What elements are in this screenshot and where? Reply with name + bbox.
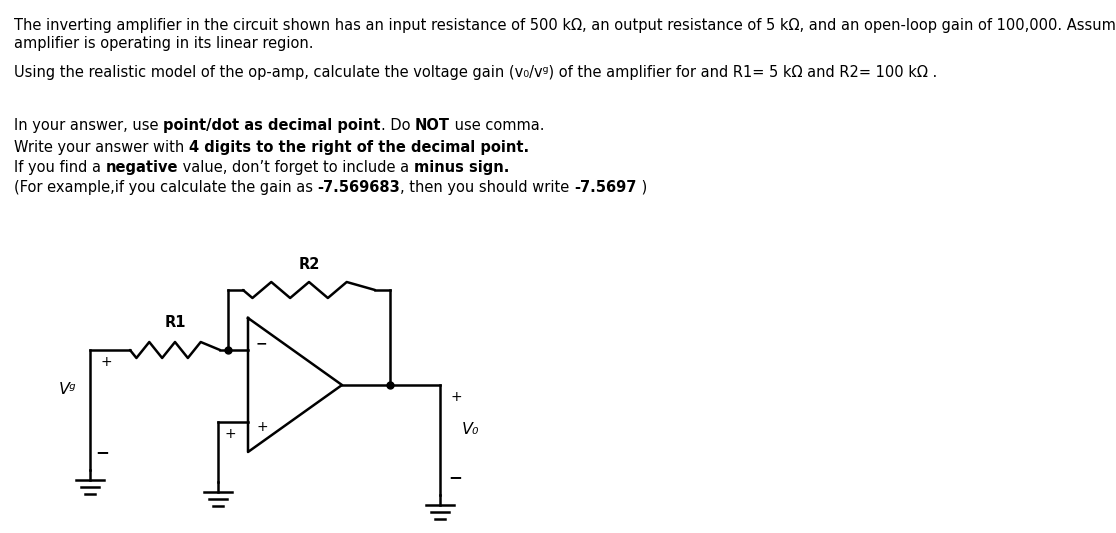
Text: , then you should write: , then you should write (401, 180, 575, 195)
Text: Write your answer with: Write your answer with (15, 140, 189, 155)
Text: +: + (256, 420, 268, 434)
Text: R2: R2 (298, 257, 319, 272)
Text: value, don’t forget to include a: value, don’t forget to include a (179, 160, 414, 175)
Text: +: + (224, 427, 235, 441)
Text: ): ) (636, 180, 647, 195)
Text: Using the realistic model of the op-amp, calculate the voltage gain (v₀/vᵍ) of t: Using the realistic model of the op-amp,… (15, 65, 937, 80)
Text: -7.569683: -7.569683 (318, 180, 401, 195)
Text: If you find a: If you find a (15, 160, 106, 175)
Text: NOT: NOT (415, 118, 450, 133)
Text: −: − (256, 336, 268, 350)
Text: . Do: . Do (381, 118, 415, 133)
Text: 4 digits to the right of the decimal point.: 4 digits to the right of the decimal poi… (189, 140, 529, 155)
Text: +: + (450, 390, 462, 404)
Text: (For example,if you calculate the gain as: (For example,if you calculate the gain a… (15, 180, 318, 195)
Text: V₀: V₀ (462, 423, 480, 438)
Text: point/dot as decimal point: point/dot as decimal point (163, 118, 381, 133)
Text: Vᵍ: Vᵍ (59, 383, 77, 398)
Text: minus sign.: minus sign. (414, 160, 509, 175)
Text: −: − (448, 468, 462, 486)
Text: In your answer, use: In your answer, use (15, 118, 163, 133)
Text: amplifier is operating in its linear region.: amplifier is operating in its linear reg… (15, 36, 314, 51)
Text: -7.5697: -7.5697 (575, 180, 636, 195)
Text: R1: R1 (164, 315, 185, 330)
Text: The inverting amplifier in the circuit shown has an input resistance of 500 kΩ, : The inverting amplifier in the circuit s… (15, 18, 1116, 33)
Text: negative: negative (106, 160, 179, 175)
Text: use comma.: use comma. (450, 118, 545, 133)
Text: +: + (100, 355, 112, 369)
Text: −: − (95, 443, 109, 461)
